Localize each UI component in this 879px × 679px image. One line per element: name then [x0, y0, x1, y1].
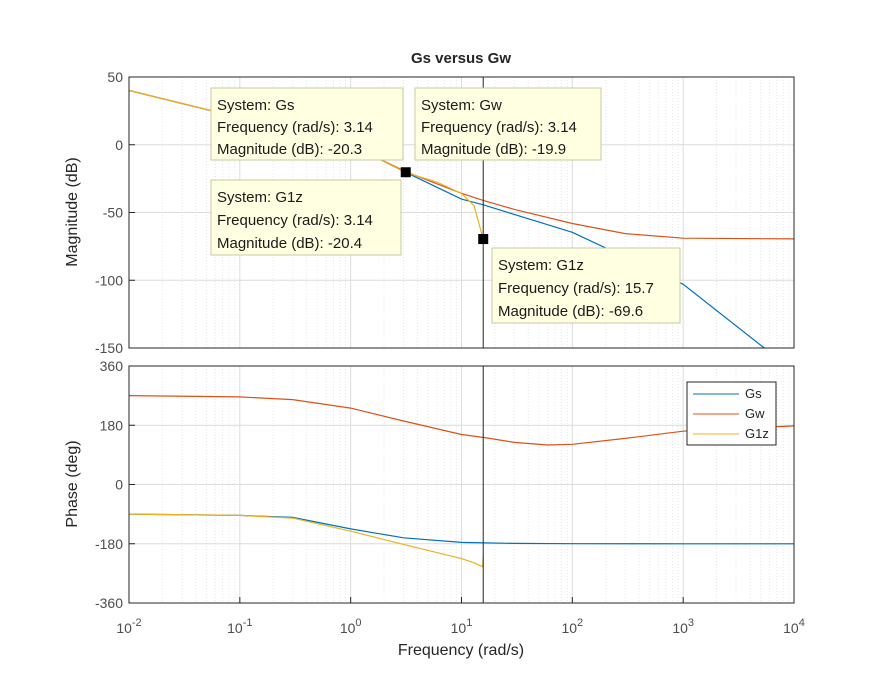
chart-title: Gs versus Gw [411, 50, 511, 67]
datatip-marker [400, 167, 411, 178]
x-tick-label: 104 [783, 617, 805, 636]
datatip-system: System: Gw [421, 97, 502, 114]
datatip-box [210, 87, 404, 161]
datatip-gs[interactable]: System: Gs Frequency (rad/s): 3.14 Magni… [210, 87, 404, 161]
phase-y-ticks: 360 180 0 -180 -360 [95, 358, 135, 611]
y-tick-label: 50 [107, 69, 123, 85]
y-tick-label: 180 [100, 417, 124, 433]
datatip-box [210, 179, 402, 256]
legend[interactable]: Gs Gw G1z [686, 381, 777, 446]
y-tick-label: -180 [95, 536, 123, 552]
datatip-system: System: G1z [498, 257, 584, 274]
x-tick-label: 103 [672, 617, 694, 636]
x-tick-label: 100 [340, 617, 362, 636]
legend-label-gs: Gs [745, 386, 762, 401]
datatip-frequency: Frequency (rad/s): 3.14 [217, 212, 373, 229]
series-line-g1z [129, 513, 484, 568]
datatip-frequency: Frequency (rad/s): 15.7 [498, 280, 654, 297]
y-tick-label: -100 [95, 272, 123, 288]
x-tick-label: 102 [561, 617, 583, 636]
phase-ylabel: Phase (deg) [64, 440, 81, 527]
y-tick-label: -50 [103, 205, 123, 221]
datatip-g1z-low[interactable]: System: G1z Frequency (rad/s): 3.14 Magn… [210, 179, 402, 256]
y-tick-label: 360 [100, 358, 124, 374]
datatip-frequency: Frequency (rad/s): 3.14 [421, 119, 577, 136]
datatip-magnitude: Magnitude (dB): -20.4 [217, 235, 362, 252]
magnitude-y-ticks: 50 0 -50 -100 -150 [95, 69, 135, 356]
x-ticks: 10-2 10-1 100 101 102 103 104 [116, 597, 805, 636]
datatip-magnitude: Magnitude (dB): -69.6 [498, 303, 643, 320]
datatip-system: System: G1z [217, 189, 303, 206]
legend-label-gw: Gw [745, 406, 765, 421]
x-tick-label: 10-2 [116, 617, 141, 636]
y-tick-label: 0 [115, 477, 123, 493]
datatip-magnitude: Magnitude (dB): -19.9 [421, 141, 566, 158]
legend-label-g1z: G1z [745, 426, 769, 441]
datatip-frequency: Frequency (rad/s): 3.14 [217, 119, 373, 136]
magnitude-ylabel: Magnitude (dB) [64, 157, 81, 266]
y-tick-label: 0 [115, 137, 123, 153]
x-axis-label: Frequency (rad/s) [398, 642, 524, 659]
y-tick-label: -150 [95, 340, 123, 356]
datatip-marker [478, 234, 489, 245]
datatip-markers [400, 167, 489, 245]
datatip-magnitude: Magnitude (dB): -20.3 [217, 141, 362, 158]
datatip-box [491, 247, 681, 324]
datatip-g1z-cursor[interactable]: System: G1z Frequency (rad/s): 15.7 Magn… [491, 247, 681, 324]
datatip-system: System: Gs [217, 97, 295, 114]
x-tick-label: 10-1 [227, 617, 252, 636]
datatip-gw[interactable]: System: Gw Frequency (rad/s): 3.14 Magni… [414, 87, 602, 161]
y-tick-label: -360 [95, 595, 123, 611]
datatip-box [414, 87, 602, 161]
x-tick-label: 101 [451, 617, 473, 636]
